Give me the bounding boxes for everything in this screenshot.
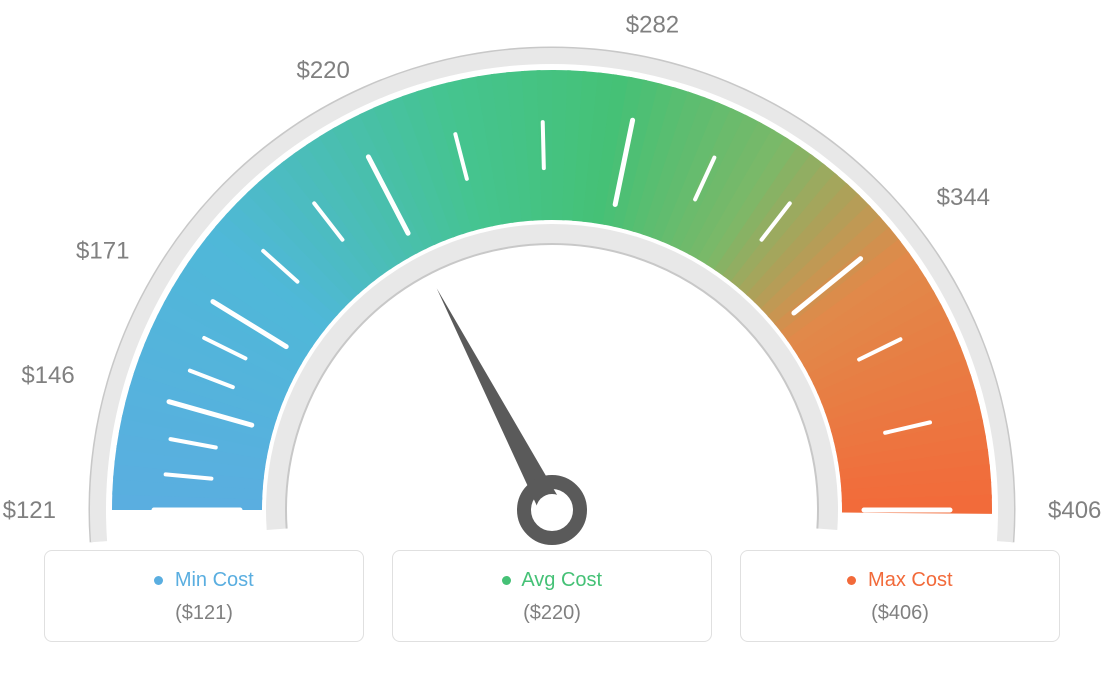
legend-dot-avg — [502, 576, 511, 585]
legend-dot-min — [154, 576, 163, 585]
tick-label: $344 — [937, 184, 990, 211]
legend-label-avg: Avg Cost — [521, 569, 602, 591]
legend-value-min: ($121) — [55, 602, 353, 625]
tick-label: $171 — [76, 237, 129, 264]
legend-value-max: ($406) — [751, 602, 1049, 625]
tick-label: $406 — [1048, 497, 1101, 524]
needle-hub-inner — [536, 494, 568, 526]
tick-label: $121 — [3, 497, 56, 524]
tick-label: $146 — [21, 362, 74, 389]
legend-label-min: Min Cost — [175, 569, 254, 591]
gauge-chart: $121 $146 $171 $220 $282 $344 $406 — [0, 0, 1104, 560]
legend-title-avg: Avg Cost — [403, 569, 701, 592]
legend-box-max: Max Cost ($406) — [740, 550, 1060, 642]
colored-arc — [112, 70, 992, 514]
legend-box-min: Min Cost ($121) — [44, 550, 364, 642]
legend-dot-max — [847, 576, 856, 585]
legend-title-max: Max Cost — [751, 569, 1049, 592]
legend: Min Cost ($121) Avg Cost ($220) Max Cost… — [0, 550, 1104, 642]
tick-label: $282 — [626, 11, 679, 38]
legend-box-avg: Avg Cost ($220) — [392, 550, 712, 642]
tick-label: $220 — [296, 57, 349, 84]
legend-value-avg: ($220) — [403, 602, 701, 625]
legend-label-max: Max Cost — [868, 569, 952, 591]
legend-title-min: Min Cost — [55, 569, 353, 592]
gauge-svg: $121 $146 $171 $220 $282 $344 $406 — [0, 0, 1104, 560]
